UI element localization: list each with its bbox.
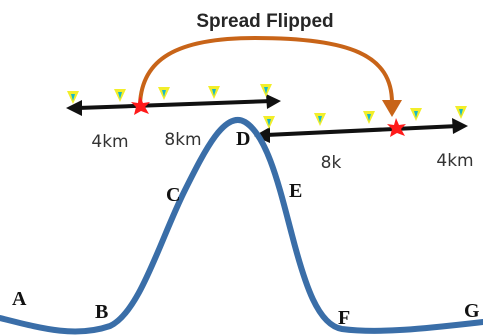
distance-right-outer: 4km [436,151,473,171]
triangle-marker [314,113,326,126]
hill-curve [0,116,483,335]
diagram-title: Spread Flipped [196,11,333,32]
point-label-d: D [236,128,250,150]
left-arrowhead-right [266,94,281,109]
triangle-marker [410,108,422,121]
left-line-markers [67,84,272,104]
distance-left-outer: 4km [91,132,128,152]
source-star-icon [131,96,150,115]
flip-arc-arrow [138,35,394,106]
triangle-marker [263,116,275,129]
right-arrowhead-right [452,118,468,134]
point-label-a: A [12,288,27,310]
point-label-g: G [464,300,480,322]
right-line-markers [263,106,467,129]
point-label-b: B [95,301,108,323]
left-spread-line [77,99,273,110]
triangle-marker [158,87,170,100]
right-spread-line [265,124,459,137]
triangle-marker [260,84,272,97]
triangle-marker [208,86,220,99]
flipped-star-icon [387,118,406,137]
right-arrowhead-left [254,127,270,143]
point-label-c: C [166,184,180,206]
triangle-marker [114,89,126,102]
triangle-marker [363,111,375,124]
flip-arrow-head [382,100,402,117]
distance-right-inner: 8k [321,153,342,173]
distance-left-inner: 8km [164,130,201,150]
point-label-f: F [338,307,350,329]
point-label-e: E [289,180,302,202]
left-arrowhead-left [66,100,82,116]
triangle-marker [67,91,79,104]
triangle-marker [455,106,467,119]
